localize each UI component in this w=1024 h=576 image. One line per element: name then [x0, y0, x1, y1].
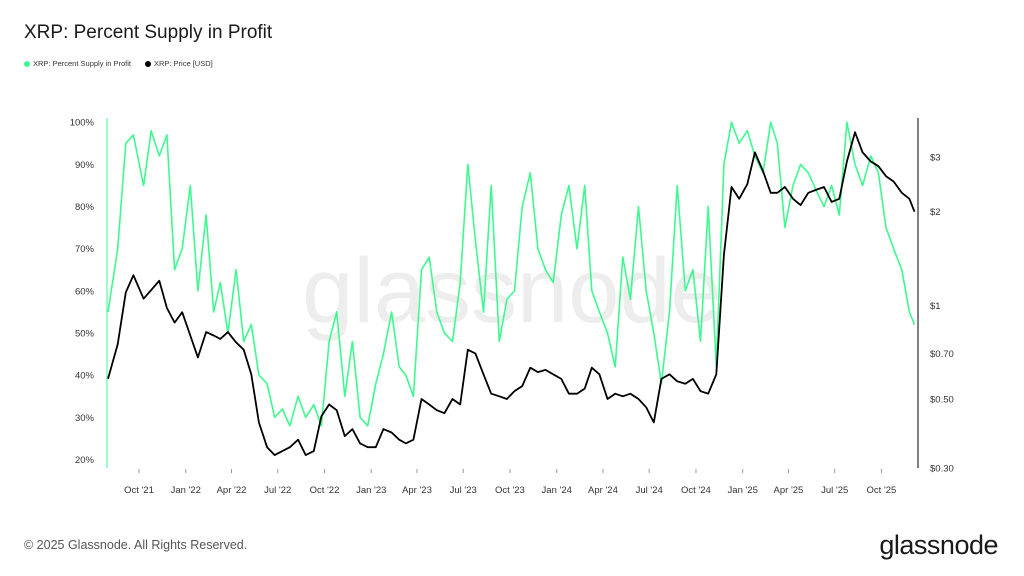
x-tick-label: Oct '24	[681, 485, 711, 496]
legend: XRP: Percent Supply in Profit XRP: Price…	[24, 59, 213, 68]
x-tick-label: Oct '22	[310, 485, 340, 496]
legend-label-price: XRP: Price [USD]	[153, 59, 213, 68]
x-tick-label: Jan '23	[356, 485, 386, 496]
y-right-tick-label: $1	[930, 301, 941, 312]
y-right-tick-label: $3	[930, 152, 941, 163]
y-right-tick-label: $0.50	[930, 394, 954, 405]
x-tick-label: Jul '22	[264, 485, 291, 496]
legend-label-profit: XRP: Percent Supply in Profit	[33, 59, 131, 68]
y-right-tick-label: $2	[930, 207, 941, 218]
y-left-tick-label: 60%	[75, 286, 95, 297]
x-tick-label: Jul '23	[450, 485, 477, 496]
y-left-tick-label: 70%	[75, 244, 95, 255]
legend-item-price[interactable]: XRP: Price [USD]	[144, 59, 213, 68]
x-tick-label: Oct '25	[867, 485, 897, 496]
series-line-price	[107, 131, 916, 457]
x-tick-label: Jan '24	[542, 485, 572, 496]
y-right-tick-label: $0.70	[930, 349, 954, 360]
y-left-tick-label: 40%	[75, 371, 95, 382]
y-left-tick-label: 50%	[75, 329, 95, 340]
copyright-text: © 2025 Glassnode. All Rights Reserved.	[24, 538, 248, 552]
y-left-ticks: 20% 30% 40% 50% 60% 70% 80% 90% 100%	[70, 118, 95, 466]
y-left-tick-label: 80%	[75, 202, 95, 213]
legend-item-profit[interactable]: XRP: Percent Supply in Profit	[24, 59, 131, 68]
chart-title: XRP: Percent Supply in Profit	[24, 22, 273, 43]
x-tick-label: Apr '23	[402, 485, 432, 496]
y-left-tick-label: 30%	[75, 413, 95, 424]
series-line-percent-supply-in-profit	[107, 121, 916, 427]
x-tick-label: Jul '24	[636, 485, 663, 496]
legend-dot-profit	[24, 60, 30, 67]
plot-lines	[107, 121, 916, 457]
y-left-tick-label: 90%	[75, 160, 95, 171]
brand-logo-text: glassnode	[879, 530, 998, 560]
x-tick-label: Apr '25	[774, 485, 804, 496]
x-tick-label: Apr '24	[588, 485, 618, 496]
watermark-text: glassnode	[302, 240, 721, 342]
x-tick-label: Apr '22	[217, 485, 247, 496]
x-axis-ticks: Oct '21 Jan '22 Apr '22 Jul '22 Oct '22 Jan '…	[124, 469, 896, 496]
y-right-ticks: $0.30 $0.50 $0.70 $1 $2 $3	[930, 152, 954, 474]
x-tick-label: Oct '23	[495, 485, 525, 496]
y-left-tick-label: 20%	[75, 455, 95, 466]
y-right-tick-label: $0.30	[930, 464, 954, 475]
x-tick-label: Jan '22	[171, 485, 201, 496]
y-left-tick-label: 100%	[70, 118, 95, 129]
x-tick-label: Jul '25	[821, 485, 848, 496]
x-tick-label: Jan '25	[728, 485, 758, 496]
x-tick-label: Oct '21	[124, 485, 154, 496]
legend-dot-price	[144, 60, 151, 67]
